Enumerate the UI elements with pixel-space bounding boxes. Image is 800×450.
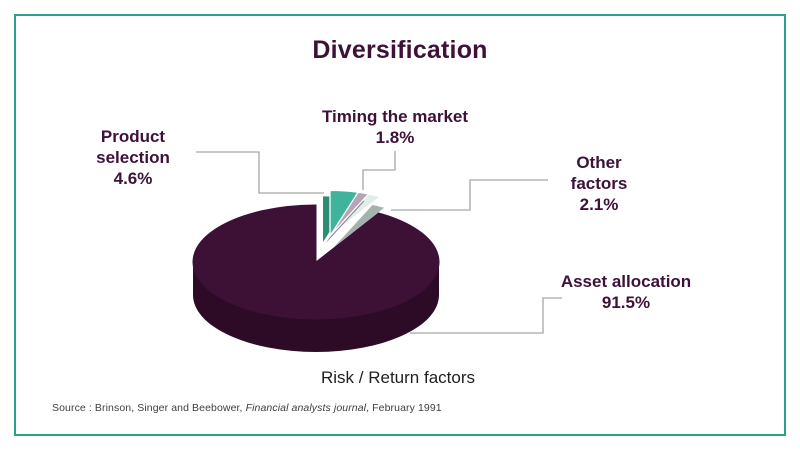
callout-asset-allocation: Asset allocation 91.5%	[531, 271, 721, 313]
leader-line-other-factors	[391, 179, 548, 211]
callout-other-factors: Other factors 2.1%	[553, 152, 645, 215]
callout-timing-the-market: Timing the market 1.8%	[295, 106, 495, 148]
slice-label: Timing the market	[321, 107, 469, 126]
slice-label: Other factors	[570, 153, 628, 193]
pie-slice-product-selection	[329, 189, 360, 239]
leader-line-timing-the-market	[362, 151, 396, 190]
callout-product-selection: Product selection 4.6%	[83, 126, 183, 189]
source-prefix: Source : Brinson, Singer and Beebower,	[52, 402, 246, 414]
source-note: Source : Brinson, Singer and Beebower, F…	[52, 402, 442, 414]
chart-caption: Risk / Return factors	[321, 368, 475, 387]
leader-line-asset-allocation	[410, 297, 562, 334]
slice-label: Asset allocation	[560, 272, 692, 291]
slice-value: 2.1%	[579, 195, 619, 214]
pie-slice-other-factors-side	[334, 205, 385, 247]
pie-slice-asset-allocation-side	[193, 262, 439, 352]
chart-title: Diversification	[312, 36, 488, 64]
source-journal: Financial analysts journal	[245, 402, 367, 414]
pie-slice-timing-the-market-side	[326, 199, 365, 243]
pie-slice-asset-allocation	[192, 204, 440, 320]
leader-line-product-selection	[196, 151, 324, 194]
slice-value: 91.5%	[601, 293, 651, 312]
slice-label: Product selection	[96, 127, 170, 167]
slice-value: 4.6%	[113, 169, 153, 188]
slice-value: 1.8%	[375, 128, 415, 147]
source-suffix: , February 1991	[366, 402, 442, 414]
